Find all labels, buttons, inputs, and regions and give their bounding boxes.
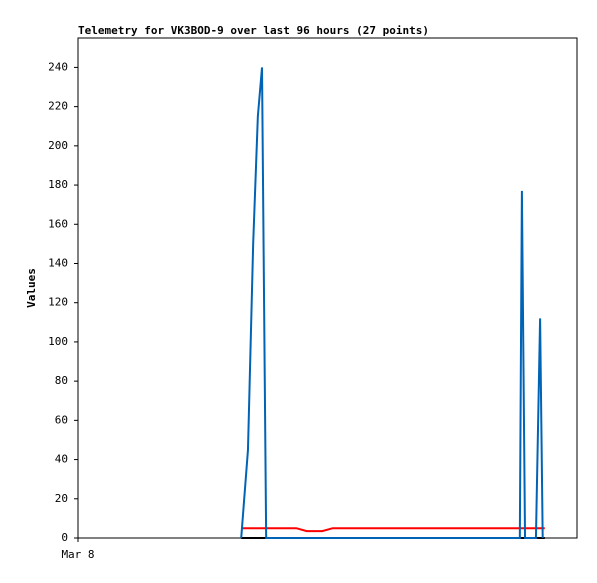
y-tick-label: 160 [48, 217, 68, 230]
series-line [240, 67, 544, 539]
y-tick-label: 20 [55, 492, 68, 505]
y-tick-label: 0 [61, 531, 68, 544]
y-tick-label: 200 [48, 139, 68, 152]
y-tick-label: 80 [55, 374, 68, 387]
y-tick-label: 100 [48, 335, 68, 348]
x-tick-label: Mar 8 [61, 548, 94, 561]
chart-title: Telemetry for VK3BOD-9 over last 96 hour… [78, 24, 429, 37]
y-tick-label: 40 [55, 453, 68, 466]
y-tick-label: 140 [48, 256, 68, 269]
y-tick-label: 220 [48, 100, 68, 113]
y-tick-label: 120 [48, 296, 68, 309]
y-tick-label: 240 [48, 60, 68, 73]
y-tick-label: 180 [48, 178, 68, 191]
series-line [241, 527, 545, 533]
y-axis-label: Values [25, 268, 38, 308]
y-tick-label: 60 [55, 413, 68, 426]
